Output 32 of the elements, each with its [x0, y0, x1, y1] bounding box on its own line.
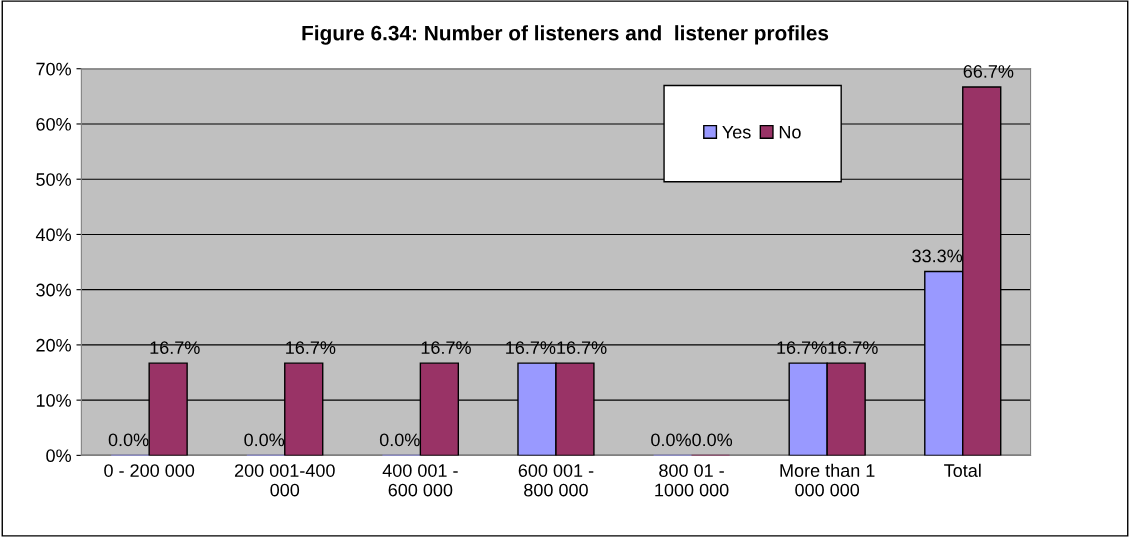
chart-title: Figure 6.34: Number of listeners and listener profiles	[302, 25, 829, 45]
y-tick-label: 50%	[36, 173, 71, 186]
x-tick-label: Total	[944, 463, 981, 477]
y-tick-label: 10%	[36, 394, 71, 407]
y-tick-label: 70%	[36, 62, 71, 76]
data-label: 33.3%	[912, 249, 963, 263]
legend-label: No	[779, 125, 801, 139]
data-label: 16.7%	[777, 341, 827, 355]
y-tick-label: 30%	[36, 283, 71, 297]
data-label: 16.7%	[557, 341, 607, 355]
x-tick-label: 0 - 200 000	[104, 464, 195, 477]
x-tick-label: 600 001 - 800 000	[518, 464, 594, 497]
x-tick-label: 800 01 - 1000 000	[655, 464, 729, 497]
data-label: 16.7%	[506, 341, 556, 355]
data-label: 16.7%	[150, 341, 200, 355]
data-label: 0.0%	[692, 433, 733, 447]
data-label: 66.7%	[963, 65, 1014, 78]
y-tick-label: 20%	[36, 338, 71, 352]
x-tick-label: More than 1 000 000	[780, 463, 875, 497]
y-tick-label: 0%	[46, 449, 71, 463]
data-label: 0.0%	[108, 433, 149, 447]
data-label: 0.0%	[651, 433, 691, 447]
x-tick-label: 200 001-400 000	[234, 464, 335, 497]
x-tick-label: 400 001 - 600 000	[382, 464, 458, 497]
data-label: 16.7%	[421, 341, 471, 355]
data-label: 16.7%	[286, 341, 336, 355]
data-label: 0.0%	[244, 433, 285, 447]
y-tick-label: 60%	[36, 117, 71, 131]
data-label: 16.7%	[828, 341, 878, 355]
legend-label: Yes	[722, 125, 751, 139]
y-tick-label: 40%	[35, 228, 71, 242]
data-label: 0.0%	[379, 433, 420, 447]
